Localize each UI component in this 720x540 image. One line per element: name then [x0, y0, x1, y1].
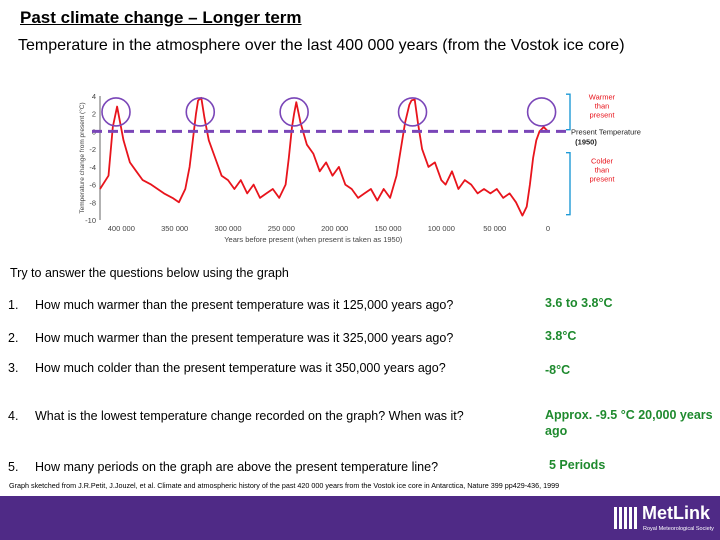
present-temperature-label: Present Temperature	[571, 127, 641, 136]
x-axis-label: Years before present (when present is ta…	[224, 235, 403, 244]
question-number: 2.	[8, 331, 19, 345]
question-text: What is the lowest temperature change re…	[35, 409, 464, 423]
y-tick-label: -4	[89, 163, 96, 172]
peak-highlight-circle	[101, 97, 131, 127]
x-tick-label: 0	[546, 224, 550, 233]
present-year-label: (1950)	[575, 137, 597, 146]
question-number: 5.	[8, 460, 19, 474]
colder-annotation: Colder than present	[589, 156, 615, 183]
peak-highlight-circle	[185, 97, 216, 127]
answer-2: 3.8°C	[545, 329, 577, 343]
vostok-temperature-chart: 4 2 0 -2 -4 -6 -8 -10 400 000 350 000 300 000 250 0…	[78, 92, 641, 244]
peak-highlight-circle	[526, 97, 557, 127]
peak-highlight-circle	[279, 97, 309, 127]
y-tick-label: -8	[89, 198, 96, 207]
answer-4: Approx. -9.5 °C 20,000 years ago	[545, 408, 713, 438]
question-text: How many periods on the graph are above …	[35, 460, 439, 474]
y-tick-label: -2	[89, 145, 96, 154]
metlink-mark-icon	[614, 507, 637, 529]
answer-5: 5 Periods	[549, 458, 606, 472]
x-tick-label: 400 000	[108, 224, 135, 233]
y-tick-label: -10	[85, 216, 96, 225]
question-number: 4.	[8, 409, 19, 423]
x-tick-label: 150 000	[374, 224, 401, 233]
x-tick-label: 250 000	[268, 224, 295, 233]
y-tick-label: 2	[92, 110, 96, 119]
question-text: How much warmer than the present tempera…	[35, 298, 454, 312]
y-tick-label: 4	[92, 92, 96, 101]
peak-highlight-circle	[397, 97, 428, 127]
logo-tagline: Royal Meteorological Society	[643, 526, 714, 532]
temperature-series-line	[99, 96, 549, 217]
page-title: Past climate change – Longer term	[20, 8, 302, 27]
y-axis-label: Temperature change from present (°C)	[78, 102, 86, 213]
warmer-bracket	[566, 93, 571, 131]
instructions-text: Try to answer the questions below using …	[10, 266, 289, 280]
colder-bracket	[566, 151, 571, 216]
question-text: How much colder than the present tempera…	[35, 361, 446, 375]
answer-3: -8°C	[545, 363, 571, 377]
footer-bar: MetLink Royal Meteorological Society	[0, 496, 720, 540]
x-tick-label: 350 000	[161, 224, 188, 233]
question-number: 3.	[8, 361, 19, 375]
x-tick-label: 300 000	[214, 224, 241, 233]
x-tick-label: 100 000	[428, 224, 455, 233]
x-tick-label: 200 000	[321, 224, 348, 233]
source-citation: Graph sketched from J.R.Petit, J.Jouzel,…	[9, 481, 560, 490]
question-number: 1.	[8, 298, 19, 312]
metlink-logo[interactable]: MetLink Royal Meteorological Society	[612, 502, 714, 536]
logo-name: MetLink	[642, 503, 711, 523]
answer-1: 3.6 to 3.8°C	[545, 296, 613, 310]
warmer-annotation: Warmer than present	[589, 93, 616, 120]
x-tick-label: 50 000	[483, 224, 506, 233]
question-text: How much warmer than the present tempera…	[35, 331, 454, 345]
chart-subtitle: Temperature in the atmosphere over the l…	[18, 37, 625, 54]
y-tick-label: -6	[89, 181, 96, 190]
